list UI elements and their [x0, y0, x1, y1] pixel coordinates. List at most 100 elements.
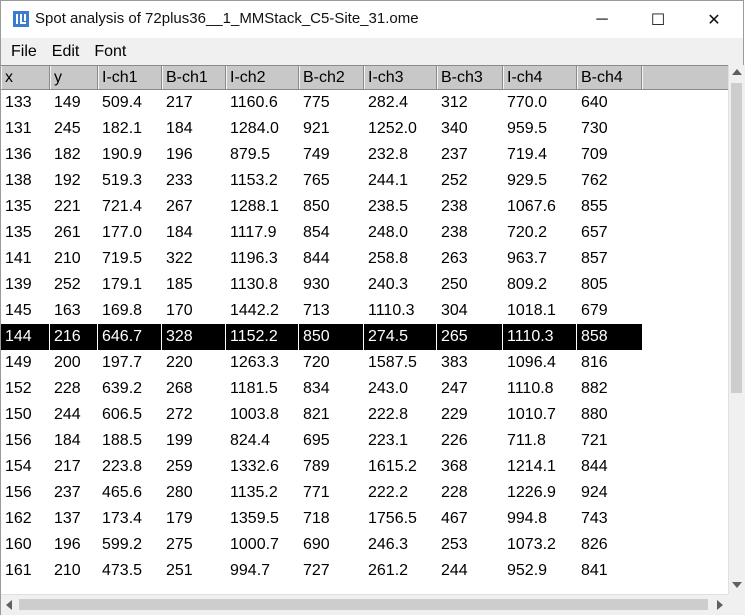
cell-i-ch3: 238.5 [368, 198, 409, 215]
cell-i-ch2: 824.4 [230, 432, 271, 449]
table-row[interactable]: 138 192 519.3 233 1153.2 765 244.1 252 929.5 762 [1, 168, 728, 194]
cell-y: 210 [54, 250, 81, 267]
cell-x: 149 [5, 354, 32, 371]
cell-i-ch1: 188.5 [102, 432, 143, 449]
results-table[interactable]: x y I-ch1 B-ch1 I-ch2 B-ch2 I-ch3 B-ch3 … [1, 65, 728, 594]
cell-i-ch1: 182.1 [102, 120, 143, 137]
table-row[interactable]: 152 228 639.2 268 1181.5 834 243.0 247 1110.8 882 [1, 376, 728, 402]
cell-b-ch4: 640 [581, 94, 608, 111]
cell-b-ch3: 265 [437, 324, 503, 350]
cell-b-ch4: 805 [581, 276, 608, 293]
cell-i-ch1: 173.4 [102, 510, 143, 527]
horizontal-scroll-thumb[interactable] [19, 599, 708, 610]
column-header-b-ch2[interactable]: B-ch2 [299, 66, 364, 89]
cell-b-ch3: 253 [441, 536, 468, 553]
column-header-b-ch3[interactable]: B-ch3 [437, 66, 503, 89]
table-row[interactable]: 145 163 169.8 170 1442.2 713 1110.3 304 1018.1 67… [1, 298, 728, 324]
cell-b-ch1: 179 [166, 510, 193, 527]
column-header-i-ch3[interactable]: I-ch3 [364, 66, 437, 89]
cell-y: 163 [54, 302, 81, 319]
table-row[interactable]: 141 210 719.5 322 1196.3 844 258.8 263 963.7 857 [1, 246, 728, 272]
table-row[interactable]: 154 217 223.8 259 1332.6 789 1615.2 368 1214.1 84… [1, 454, 728, 480]
table-row-selected[interactable]: 144 216 646.7 328 1152.2 850 274.5 265 1110.3 858 [1, 324, 728, 350]
cell-b-ch2: 718 [303, 510, 330, 527]
cell-y: 252 [54, 276, 81, 293]
menu-file[interactable]: File [11, 43, 37, 60]
cell-i-ch4: 711.8 [507, 432, 546, 449]
cell-i-ch1: 190.9 [102, 146, 143, 163]
cell-x: 135 [5, 224, 32, 241]
close-icon: ✕ [707, 11, 721, 29]
table-row[interactable]: 150 244 606.5 272 1003.8 821 222.8 229 1010.7 880 [1, 402, 728, 428]
table-row[interactable]: 139 252 179.1 185 1130.8 930 240.3 250 809.2 805 [1, 272, 728, 298]
minimize-button[interactable]: ─ [579, 1, 625, 38]
maximize-icon: ☐ [650, 11, 666, 29]
cell-y: 200 [54, 354, 81, 371]
column-header-b-ch4[interactable]: B-ch4 [577, 66, 642, 89]
maximize-button[interactable]: ☐ [635, 1, 681, 38]
cell-y: 228 [54, 380, 81, 397]
cell-x: 141 [5, 250, 32, 267]
scroll-up-icon[interactable] [732, 69, 742, 75]
table-row[interactable]: 133 149 509.4 217 1160.6 775 282.4 312 770.0 640 [1, 90, 728, 116]
column-header-b-ch1[interactable]: B-ch1 [162, 66, 226, 89]
table-row[interactable]: 160 196 599.2 275 1000.7 690 246.3 253 1073.2 826 [1, 532, 728, 558]
cell-x: 162 [5, 510, 32, 527]
cell-i-ch4: 1018.1 [507, 302, 556, 319]
cell-i-ch4: 959.5 [507, 120, 548, 137]
table-row[interactable]: 162 137 173.4 179 1359.5 718 1756.5 467 994.8 743 [1, 506, 728, 532]
cell-i-ch2: 1332.6 [230, 458, 279, 475]
cell-b-ch3: 226 [441, 432, 468, 449]
cell-i-ch3: 274.5 [364, 324, 437, 350]
close-button[interactable]: ✕ [691, 1, 737, 38]
cell-i-ch1: 179.1 [102, 276, 143, 293]
cell-y: 192 [54, 172, 81, 189]
scroll-down-icon[interactable] [732, 582, 742, 588]
cell-i-ch1: 473.5 [102, 562, 143, 579]
table-row[interactable]: 161 210 473.5 251 994.7 727 261.2 244 952.9 841 [1, 558, 728, 584]
title-bar[interactable]: Spot analysis of 72plus36__1_MMStack_C5-… [1, 1, 743, 38]
cell-i-ch2: 879.5 [230, 146, 271, 163]
column-header-i-ch2[interactable]: I-ch2 [226, 66, 299, 89]
cell-b-ch4: 855 [581, 198, 608, 215]
cell-b-ch2: 850 [299, 324, 364, 350]
cell-i-ch3: 261.2 [368, 562, 409, 579]
cell-i-ch4: 929.5 [507, 172, 548, 189]
cell-b-ch3: 263 [441, 250, 468, 267]
table-row[interactable]: 136 182 190.9 196 879.5 749 232.8 237 719.4 709 [1, 142, 728, 168]
horizontal-scrollbar[interactable] [1, 594, 728, 615]
cell-b-ch1: 280 [166, 484, 193, 501]
menu-edit[interactable]: Edit [51, 43, 80, 60]
cell-x: 152 [5, 380, 32, 397]
cell-i-ch2: 1181.5 [230, 380, 278, 397]
cell-b-ch3: 368 [441, 458, 468, 475]
vertical-scroll-thumb[interactable] [731, 83, 742, 393]
table-row[interactable]: 135 221 721.4 267 1288.1 850 238.5 238 1067.6 855 [1, 194, 728, 220]
cell-b-ch1: 322 [166, 250, 193, 267]
cell-b-ch1: 196 [166, 146, 193, 163]
cell-i-ch1: 719.5 [102, 250, 143, 267]
table-row[interactable]: 156 237 465.6 280 1135.2 771 222.2 228 1226.9 924 [1, 480, 728, 506]
cell-i-ch1: 169.8 [102, 302, 143, 319]
cell-b-ch1: 268 [166, 380, 193, 397]
menu-font[interactable]: Font [94, 43, 127, 60]
cell-b-ch4: 762 [581, 172, 608, 189]
table-row[interactable]: 135 261 177.0 184 1117.9 854 248.0 238 720.2 657 [1, 220, 728, 246]
column-header-y[interactable]: y [50, 66, 98, 89]
column-header-i-ch4[interactable]: I-ch4 [503, 66, 577, 89]
cell-i-ch4: 809.2 [507, 276, 548, 293]
vertical-scrollbar[interactable] [728, 65, 745, 594]
cell-b-ch4: 679 [581, 302, 608, 319]
column-header-x[interactable]: x [1, 66, 50, 89]
table-row[interactable]: 156 184 188.5 199 824.4 695 223.1 226 711.8 721 [1, 428, 728, 454]
cell-b-ch2: 821 [303, 406, 330, 423]
cell-b-ch3: 312 [441, 94, 468, 111]
scroll-left-icon[interactable] [6, 600, 12, 610]
cell-i-ch4: 1110.8 [507, 380, 554, 397]
scroll-right-icon[interactable] [717, 600, 723, 610]
table-row[interactable]: 131 245 182.1 184 1284.0 921 1252.0 340 959.5 730 [1, 116, 728, 142]
column-header-i-ch1[interactable]: I-ch1 [98, 66, 162, 89]
cell-i-ch4: 952.9 [507, 562, 548, 579]
table-row[interactable]: 149 200 197.7 220 1263.3 720 1587.5 383 1096.4 81… [1, 350, 728, 376]
cell-y: 244 [54, 406, 81, 423]
